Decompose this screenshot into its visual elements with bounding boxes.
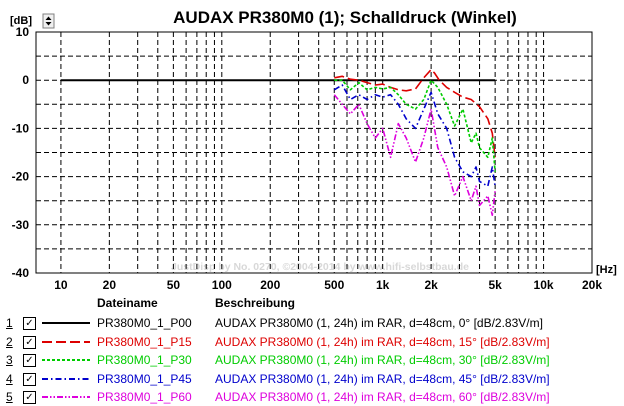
legend-line-sample — [42, 396, 90, 398]
series-line-pr380m0_1_p15 — [334, 68, 496, 158]
y-tick-label: 0 — [22, 73, 29, 87]
frequency-response-chart: AUDAX PR380M0 (1); Schalldruck (Winkel) … — [10, 8, 617, 292]
legend-row-number[interactable]: 2 — [6, 334, 13, 349]
x-tick-label: 20k — [582, 278, 602, 292]
legend-row: 2 ✓ PR380M0_1_P15 AUDAX PR380M0 (1, 24h) im… — [0, 333, 624, 351]
legend-row-description: AUDAX PR380M0 (1, 24h) im RAR, d=48cm, 6… — [215, 390, 550, 404]
y-tick-label: -20 — [12, 170, 30, 184]
legend-row-checkbox[interactable]: ✓ — [23, 372, 36, 386]
x-tick-label: 10k — [534, 278, 554, 292]
x-tick-label: 1k — [376, 278, 390, 292]
series-line-pr380m0_1_p60 — [333, 94, 496, 216]
x-tick-labels: 10 20 50 100 200 500 1k 2k 5k 10k 20k — [54, 278, 602, 292]
legend-row-description: AUDAX PR380M0 (1, 24h) im RAR, d=48cm, 4… — [215, 371, 550, 386]
legend-row: 5 ✓ PR380M0_1_P60 AUDAX PR380M0 (1, 24h) im… — [0, 388, 624, 406]
legend-header-name: Dateiname — [97, 296, 158, 310]
series-layer — [60, 68, 496, 216]
legend-line-sample — [42, 322, 90, 324]
x-tick-label: 50 — [167, 278, 181, 292]
legend-row: 1 ✓ PR380M0_1_P00 AUDAX PR380M0 (1, 24h) im… — [0, 314, 624, 332]
x-tick-label: 100 — [212, 278, 232, 292]
grid — [36, 32, 592, 273]
legend-row: 4 ✓ PR380M0_1_P45 AUDAX PR380M0 (1, 24h) im… — [0, 370, 624, 388]
x-unit-label: [Hz] — [596, 264, 617, 276]
y-tick-label: -30 — [12, 218, 30, 232]
legend-row-number[interactable]: 1 — [6, 316, 13, 330]
watermark: JustDisp by No. 0270, ©2004-2014 by www.… — [171, 261, 469, 273]
y-tick-label: -40 — [12, 266, 30, 280]
series-line-pr380m0_1_p30 — [334, 79, 496, 172]
legend-line-sample — [42, 377, 90, 380]
legend-row-filename: PR380M0_1_P60 — [97, 390, 192, 404]
series-line-pr380m0_1_p45 — [333, 84, 496, 187]
legend-row-description: AUDAX PR380M0 (1, 24h) im RAR, d=48cm, 0… — [215, 316, 543, 330]
y-unit-label: [dB] — [10, 15, 32, 27]
legend-line-sample — [42, 340, 90, 343]
y-tick-label: 10 — [16, 25, 30, 39]
legend-row-number[interactable]: 3 — [6, 353, 13, 367]
legend-row-filename: PR380M0_1_P45 — [97, 371, 192, 386]
legend-header-desc: Beschreibung — [215, 296, 296, 310]
x-tick-label: 2k — [424, 278, 438, 292]
legend-row: 3 ✓ PR380M0_1_P30 AUDAX PR380M0 (1, 24h) im… — [0, 351, 624, 369]
y-tick-labels: 10 0 -10 -20 -30 -40 — [12, 25, 30, 280]
x-tick-label: 20 — [103, 278, 117, 292]
legend-row-checkbox[interactable]: ✓ — [23, 391, 36, 404]
plot-frame — [35, 31, 593, 274]
legend-row-checkbox[interactable]: ✓ — [23, 335, 36, 349]
y-unit-spinner[interactable] — [42, 13, 55, 29]
legend-row-number[interactable]: 4 — [6, 371, 13, 386]
x-tick-label: 500 — [324, 278, 344, 292]
x-tick-label: 10 — [54, 278, 68, 292]
legend-row-checkbox[interactable]: ✓ — [23, 354, 36, 367]
legend-row-filename: PR380M0_1_P15 — [97, 334, 192, 349]
legend-row-filename: PR380M0_1_P00 — [97, 316, 192, 330]
legend-row-checkbox[interactable]: ✓ — [23, 317, 36, 330]
legend-row-description: AUDAX PR380M0 (1, 24h) im RAR, d=48cm, 3… — [215, 353, 550, 367]
spinner-down-icon[interactable] — [45, 22, 52, 26]
spinner-up-icon[interactable] — [45, 16, 52, 21]
legend-row-description: AUDAX PR380M0 (1, 24h) im RAR, d=48cm, 1… — [215, 334, 550, 349]
chart-title: AUDAX PR380M0 (1); Schalldruck (Winkel) — [173, 8, 517, 27]
x-tick-label: 5k — [488, 278, 502, 292]
legend-line-sample — [42, 359, 90, 361]
legend-row-filename: PR380M0_1_P30 — [97, 353, 192, 367]
x-tick-label: 200 — [260, 278, 280, 292]
y-tick-label: -10 — [12, 121, 30, 135]
legend-row-number[interactable]: 5 — [6, 390, 13, 404]
